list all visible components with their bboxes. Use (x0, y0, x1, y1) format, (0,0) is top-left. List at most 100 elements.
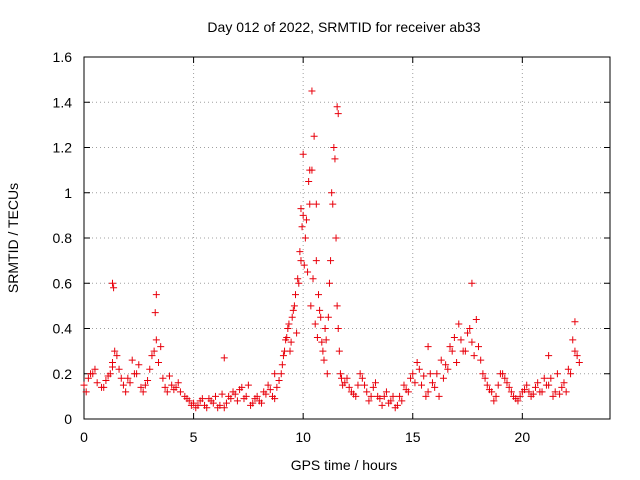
y-tick-label: 0.8 (53, 230, 73, 246)
data-point (310, 132, 318, 140)
data-point (312, 257, 320, 265)
data-point (365, 397, 373, 405)
data-point (309, 275, 317, 283)
data-point (244, 381, 252, 389)
data-point (113, 352, 121, 360)
data-point (345, 383, 353, 391)
data-point (148, 352, 156, 360)
data-point (151, 309, 159, 317)
data-point (529, 390, 537, 398)
data-point (331, 155, 339, 163)
data-point (108, 279, 116, 287)
data-point (298, 223, 306, 231)
data-point (369, 383, 377, 391)
data-point (279, 352, 287, 360)
data-point (124, 374, 132, 382)
data-point (302, 216, 310, 224)
data-point (481, 374, 489, 382)
data-point (415, 365, 423, 373)
data-point (503, 379, 511, 387)
data-point (455, 320, 463, 328)
data-point (332, 234, 340, 242)
data-point (573, 352, 581, 360)
data-point (424, 343, 432, 351)
data-point (130, 370, 138, 378)
data-point (290, 302, 298, 310)
data-point (361, 381, 369, 389)
data-point (324, 313, 332, 321)
data-point (547, 374, 555, 382)
data-point (431, 383, 439, 391)
data-point (205, 395, 213, 403)
data-point (567, 370, 575, 378)
data-point (558, 383, 566, 391)
data-point (168, 381, 176, 389)
data-point (396, 392, 404, 400)
data-point (311, 320, 319, 328)
data-point (264, 381, 272, 389)
data-point (100, 383, 108, 391)
data-point (240, 395, 248, 403)
data-point (155, 358, 163, 366)
data-point (341, 379, 349, 387)
data-point (262, 390, 270, 398)
y-tick-label: 0.4 (53, 321, 73, 337)
data-point (551, 388, 559, 396)
x-tick-label: 15 (405, 429, 421, 445)
data-point (271, 395, 279, 403)
data-point (320, 356, 328, 364)
data-point (102, 377, 110, 385)
data-point (575, 358, 583, 366)
data-point (201, 401, 209, 409)
data-point (222, 399, 230, 407)
data-point (152, 291, 160, 299)
data-point (174, 379, 182, 387)
data-point (485, 386, 493, 394)
data-point (306, 200, 314, 208)
data-point (258, 399, 266, 407)
data-point (501, 374, 509, 382)
data-point (442, 361, 450, 369)
data-point (562, 388, 570, 396)
data-point (490, 397, 498, 405)
data-point (104, 372, 112, 380)
data-point (321, 325, 329, 332)
data-point (288, 313, 296, 321)
data-point (212, 392, 219, 400)
data-point (354, 381, 362, 389)
data-point (157, 343, 165, 351)
data-point (192, 404, 200, 412)
data-point (571, 318, 579, 326)
data-point (319, 347, 327, 355)
data-point (411, 379, 419, 387)
data-point (316, 306, 324, 314)
data-point (111, 347, 119, 355)
y-tick-label: 1.6 (53, 49, 73, 65)
data-point (413, 358, 421, 366)
data-point (196, 397, 204, 405)
data-point (507, 388, 515, 396)
x-tick-label: 0 (80, 429, 88, 445)
data-point (296, 248, 304, 256)
data-point (304, 268, 312, 276)
y-tick-label: 1.2 (53, 140, 73, 156)
data-point (538, 388, 546, 396)
data-point (409, 370, 417, 378)
data-point (336, 370, 344, 378)
data-point (170, 386, 178, 394)
data-point (571, 347, 579, 355)
data-point (334, 110, 342, 118)
data-point (380, 392, 388, 400)
data-point (494, 381, 502, 389)
data-point (289, 306, 297, 314)
data-point (446, 343, 454, 351)
data-point (363, 388, 371, 396)
data-point (122, 388, 130, 396)
data-point (556, 390, 564, 398)
data-point (468, 338, 476, 346)
data-point (287, 338, 295, 346)
data-point (218, 390, 226, 398)
data-point (553, 370, 561, 378)
data-point (115, 365, 123, 373)
data-point (271, 370, 279, 378)
